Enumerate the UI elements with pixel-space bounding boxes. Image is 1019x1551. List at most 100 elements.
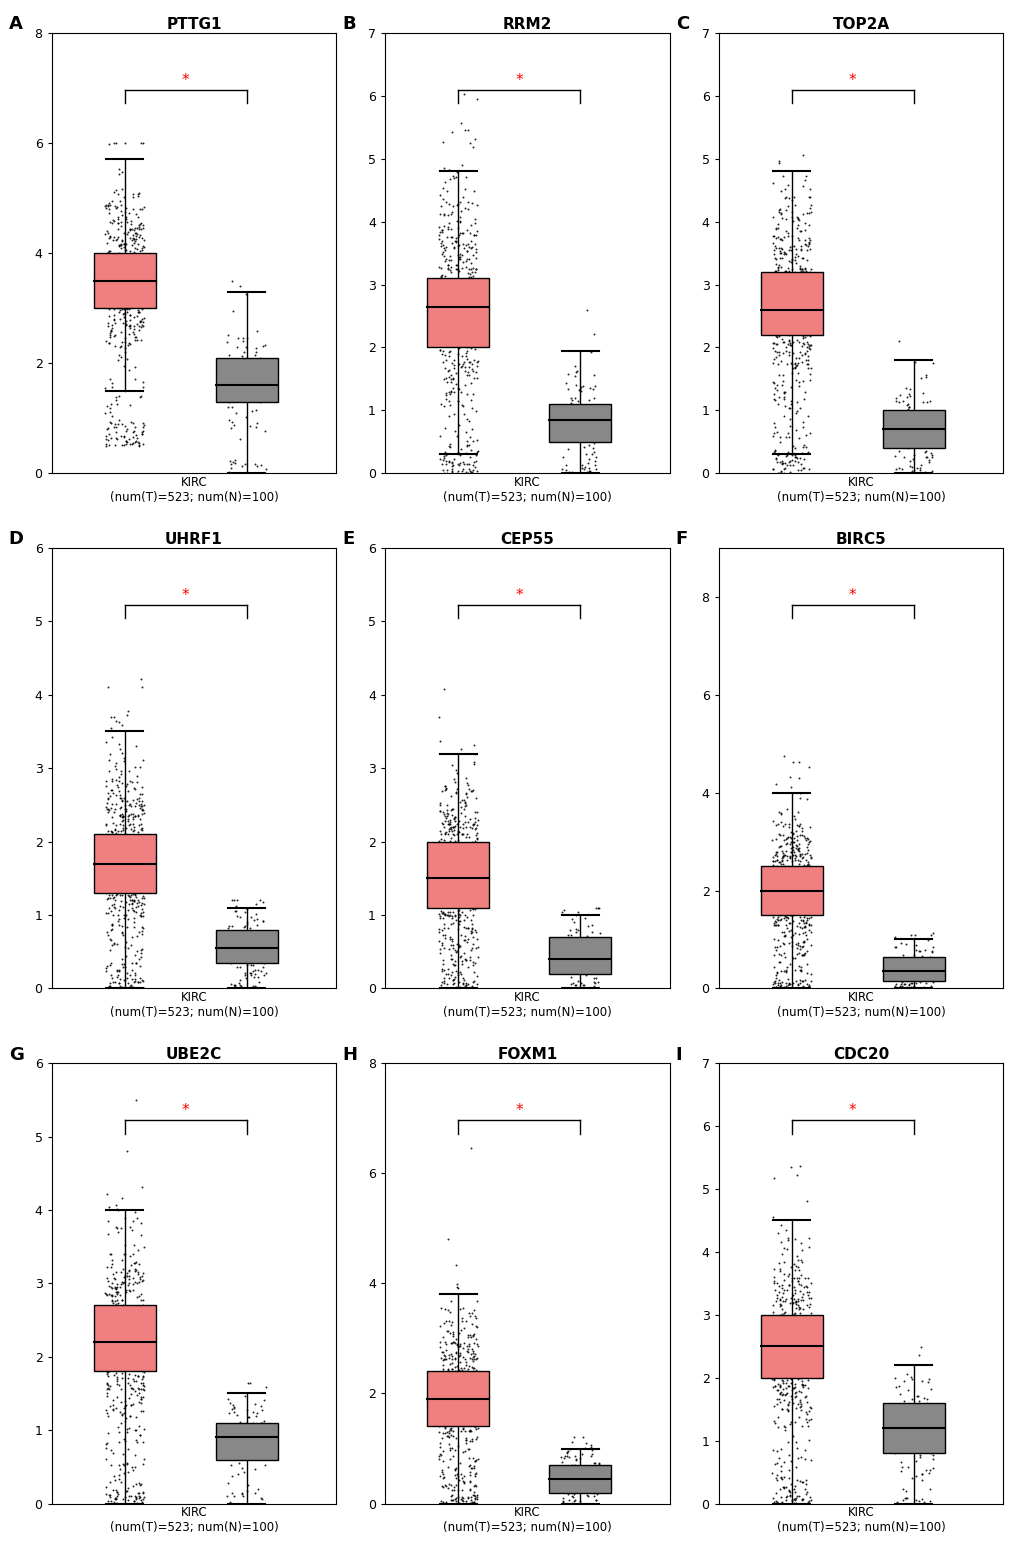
Point <box>900 1455 916 1480</box>
Point <box>562 948 579 972</box>
Text: *: * <box>515 73 523 88</box>
Point <box>136 793 152 817</box>
Point <box>794 934 810 959</box>
Point <box>777 825 794 850</box>
Point <box>455 302 472 327</box>
Point <box>133 1334 150 1359</box>
Point <box>102 783 118 808</box>
Point <box>786 1383 802 1408</box>
Point <box>773 1289 790 1314</box>
Point <box>886 924 902 949</box>
Point <box>445 1374 462 1399</box>
Point <box>763 1374 780 1399</box>
Point <box>248 901 264 926</box>
Point <box>773 845 790 870</box>
Point <box>449 884 466 909</box>
Point <box>441 191 458 216</box>
Point <box>117 244 133 268</box>
Point <box>779 1391 795 1416</box>
Point <box>766 375 783 400</box>
Point <box>115 853 131 878</box>
Point <box>105 879 121 904</box>
Point <box>786 830 802 855</box>
Point <box>561 952 578 977</box>
Point <box>791 780 807 805</box>
Point <box>132 1387 149 1411</box>
Point <box>131 796 148 820</box>
Point <box>135 816 151 841</box>
Point <box>773 969 790 994</box>
Point <box>461 247 477 271</box>
Point <box>462 879 478 904</box>
Point <box>99 256 115 281</box>
Point <box>767 225 784 250</box>
Point <box>789 1467 805 1492</box>
Point <box>119 1264 136 1289</box>
Point <box>775 264 792 288</box>
Point <box>451 1383 468 1408</box>
Point <box>453 1390 470 1415</box>
Point <box>780 264 796 288</box>
Point <box>783 830 799 855</box>
Point <box>453 1309 470 1334</box>
Point <box>890 389 906 414</box>
Point <box>441 166 458 191</box>
Point <box>135 1339 151 1363</box>
Point <box>448 1354 465 1379</box>
Point <box>435 1388 451 1413</box>
Point <box>462 458 478 482</box>
Point <box>587 945 603 969</box>
Point <box>790 931 806 955</box>
Point <box>102 1329 118 1354</box>
Point <box>555 951 572 976</box>
Point <box>766 1340 783 1365</box>
Point <box>110 262 126 287</box>
Point <box>457 1396 473 1421</box>
Point <box>111 408 127 433</box>
Point <box>798 1402 814 1427</box>
Point <box>127 1455 144 1480</box>
Point <box>774 450 791 475</box>
Point <box>763 904 780 929</box>
Point <box>449 233 466 257</box>
Point <box>439 803 455 828</box>
Point <box>446 309 463 333</box>
Point <box>466 896 482 921</box>
Point <box>576 1436 592 1461</box>
Point <box>109 845 125 870</box>
Point <box>893 951 909 976</box>
Point <box>801 1326 817 1351</box>
Point <box>798 352 814 377</box>
Point <box>788 813 804 838</box>
Point <box>773 326 790 351</box>
Point <box>98 901 114 926</box>
Point <box>769 927 786 952</box>
Point <box>776 1383 793 1408</box>
Point <box>131 279 148 304</box>
Point <box>133 1359 150 1383</box>
Point <box>449 341 466 366</box>
Point <box>117 282 133 307</box>
Point <box>438 461 454 485</box>
Point <box>794 892 810 917</box>
Point <box>781 895 797 920</box>
Point <box>113 233 129 257</box>
Point <box>115 851 131 876</box>
Point <box>448 889 465 914</box>
Point <box>442 1351 459 1376</box>
Point <box>129 299 146 324</box>
Point <box>784 1289 800 1314</box>
Point <box>107 817 123 842</box>
Point <box>242 386 258 411</box>
Point <box>114 1332 130 1357</box>
Point <box>916 1439 932 1464</box>
Point <box>783 248 799 273</box>
Point <box>109 1480 125 1504</box>
Point <box>919 1405 935 1430</box>
Point <box>446 419 463 444</box>
Point <box>764 284 781 309</box>
Point <box>782 1411 798 1436</box>
Point <box>465 853 481 878</box>
Point <box>774 369 791 394</box>
Point <box>771 896 788 921</box>
